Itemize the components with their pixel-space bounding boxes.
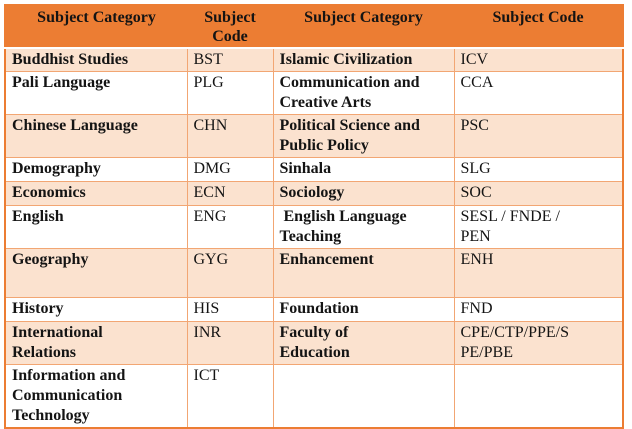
table-row: Pali Language PLG Communication and Creati… bbox=[4, 71, 624, 115]
subject-code-cell: PSC bbox=[453, 114, 624, 158]
table-row: Buddhist Studies BST Islamic Civilization I… bbox=[4, 47, 624, 72]
header-cell-subject-code-left: Subject Code bbox=[187, 5, 273, 49]
subject-code-cell: ENH bbox=[453, 248, 624, 298]
table-header-row: Subject Category Subject Code Subject Ca… bbox=[5, 5, 623, 49]
header-cell-subject-code-right: Subject Code bbox=[454, 5, 623, 49]
subject-code-cell: PLG bbox=[186, 71, 274, 115]
subject-category-cell: Information and Communication Technology bbox=[4, 364, 188, 429]
subject-category-cell: Foundation bbox=[272, 297, 455, 322]
subject-code-cell: HIS bbox=[186, 297, 274, 322]
subject-category-cell: Faculty of Education bbox=[272, 321, 455, 365]
subject-category-cell: Chinese Language bbox=[4, 114, 188, 158]
subject-category-cell: Geography bbox=[4, 248, 188, 298]
table-row: Geography GYG Enhancement ENH bbox=[4, 248, 624, 298]
header-cell-subject-category-right: Subject Category bbox=[273, 5, 454, 49]
subject-code-table: Subject Category Subject Code Subject Ca… bbox=[4, 4, 624, 429]
subject-code-cell: CHN bbox=[186, 114, 274, 158]
subject-category-cell: Sociology bbox=[272, 181, 455, 206]
header-cell-subject-category-left: Subject Category bbox=[5, 5, 187, 49]
subject-code-cell: SOC bbox=[453, 181, 624, 206]
subject-code-cell: SLG bbox=[453, 157, 624, 182]
subject-category-cell bbox=[272, 364, 455, 429]
table-row: Economics ECN Sociology SOC bbox=[4, 181, 624, 206]
subject-code-cell: DMG bbox=[186, 157, 274, 182]
table-row: History HIS Foundation FND bbox=[4, 297, 624, 322]
subject-category-cell: Islamic Civilization bbox=[272, 47, 455, 72]
subject-code-cell: FND bbox=[453, 297, 624, 322]
subject-code-cell: CCA bbox=[453, 71, 624, 115]
subject-category-cell: Pali Language bbox=[4, 71, 188, 115]
table-row: Chinese Language CHN Political Science and… bbox=[4, 114, 624, 158]
subject-code-cell: ECN bbox=[186, 181, 274, 206]
subject-code-cell: GYG bbox=[186, 248, 274, 298]
subject-code-cell: SESL / FNDE / PEN bbox=[453, 205, 624, 249]
subject-category-cell: Enhancement bbox=[272, 248, 455, 298]
table-row: English ENG English Language Teaching SESL… bbox=[4, 205, 624, 249]
subject-category-cell: English bbox=[4, 205, 188, 249]
subject-code-cell: BST bbox=[186, 47, 274, 72]
subject-category-cell: Communication and Creative Arts bbox=[272, 71, 455, 115]
subject-category-cell: Political Science and Public Policy bbox=[272, 114, 455, 158]
subject-code-cell: CPE/CTP/PPE/S PE/PBE bbox=[453, 321, 624, 365]
subject-category-cell: Sinhala bbox=[272, 157, 455, 182]
table-row: Information and Communication Technology… bbox=[4, 364, 624, 429]
table-body: Buddhist Studies BST Islamic Civilization I… bbox=[4, 47, 624, 429]
subject-code-cell: ICV bbox=[453, 47, 624, 72]
subject-category-cell: Buddhist Studies bbox=[4, 47, 188, 72]
subject-category-cell: Economics bbox=[4, 181, 188, 206]
subject-code-cell: ICT bbox=[186, 364, 274, 429]
table-row: International Relations INR Faculty of Edu… bbox=[4, 321, 624, 365]
subject-category-cell: Demography bbox=[4, 157, 188, 182]
table-row: Demography DMG Sinhala SLG bbox=[4, 157, 624, 182]
subject-category-cell: English Language Teaching bbox=[272, 205, 455, 249]
subject-code-cell: ENG bbox=[186, 205, 274, 249]
subject-code-cell: INR bbox=[186, 321, 274, 365]
subject-category-cell: International Relations bbox=[4, 321, 188, 365]
subject-code-cell bbox=[453, 364, 624, 429]
subject-category-cell: History bbox=[4, 297, 188, 322]
document-page: Subject Category Subject Code Subject Ca… bbox=[4, 4, 624, 429]
